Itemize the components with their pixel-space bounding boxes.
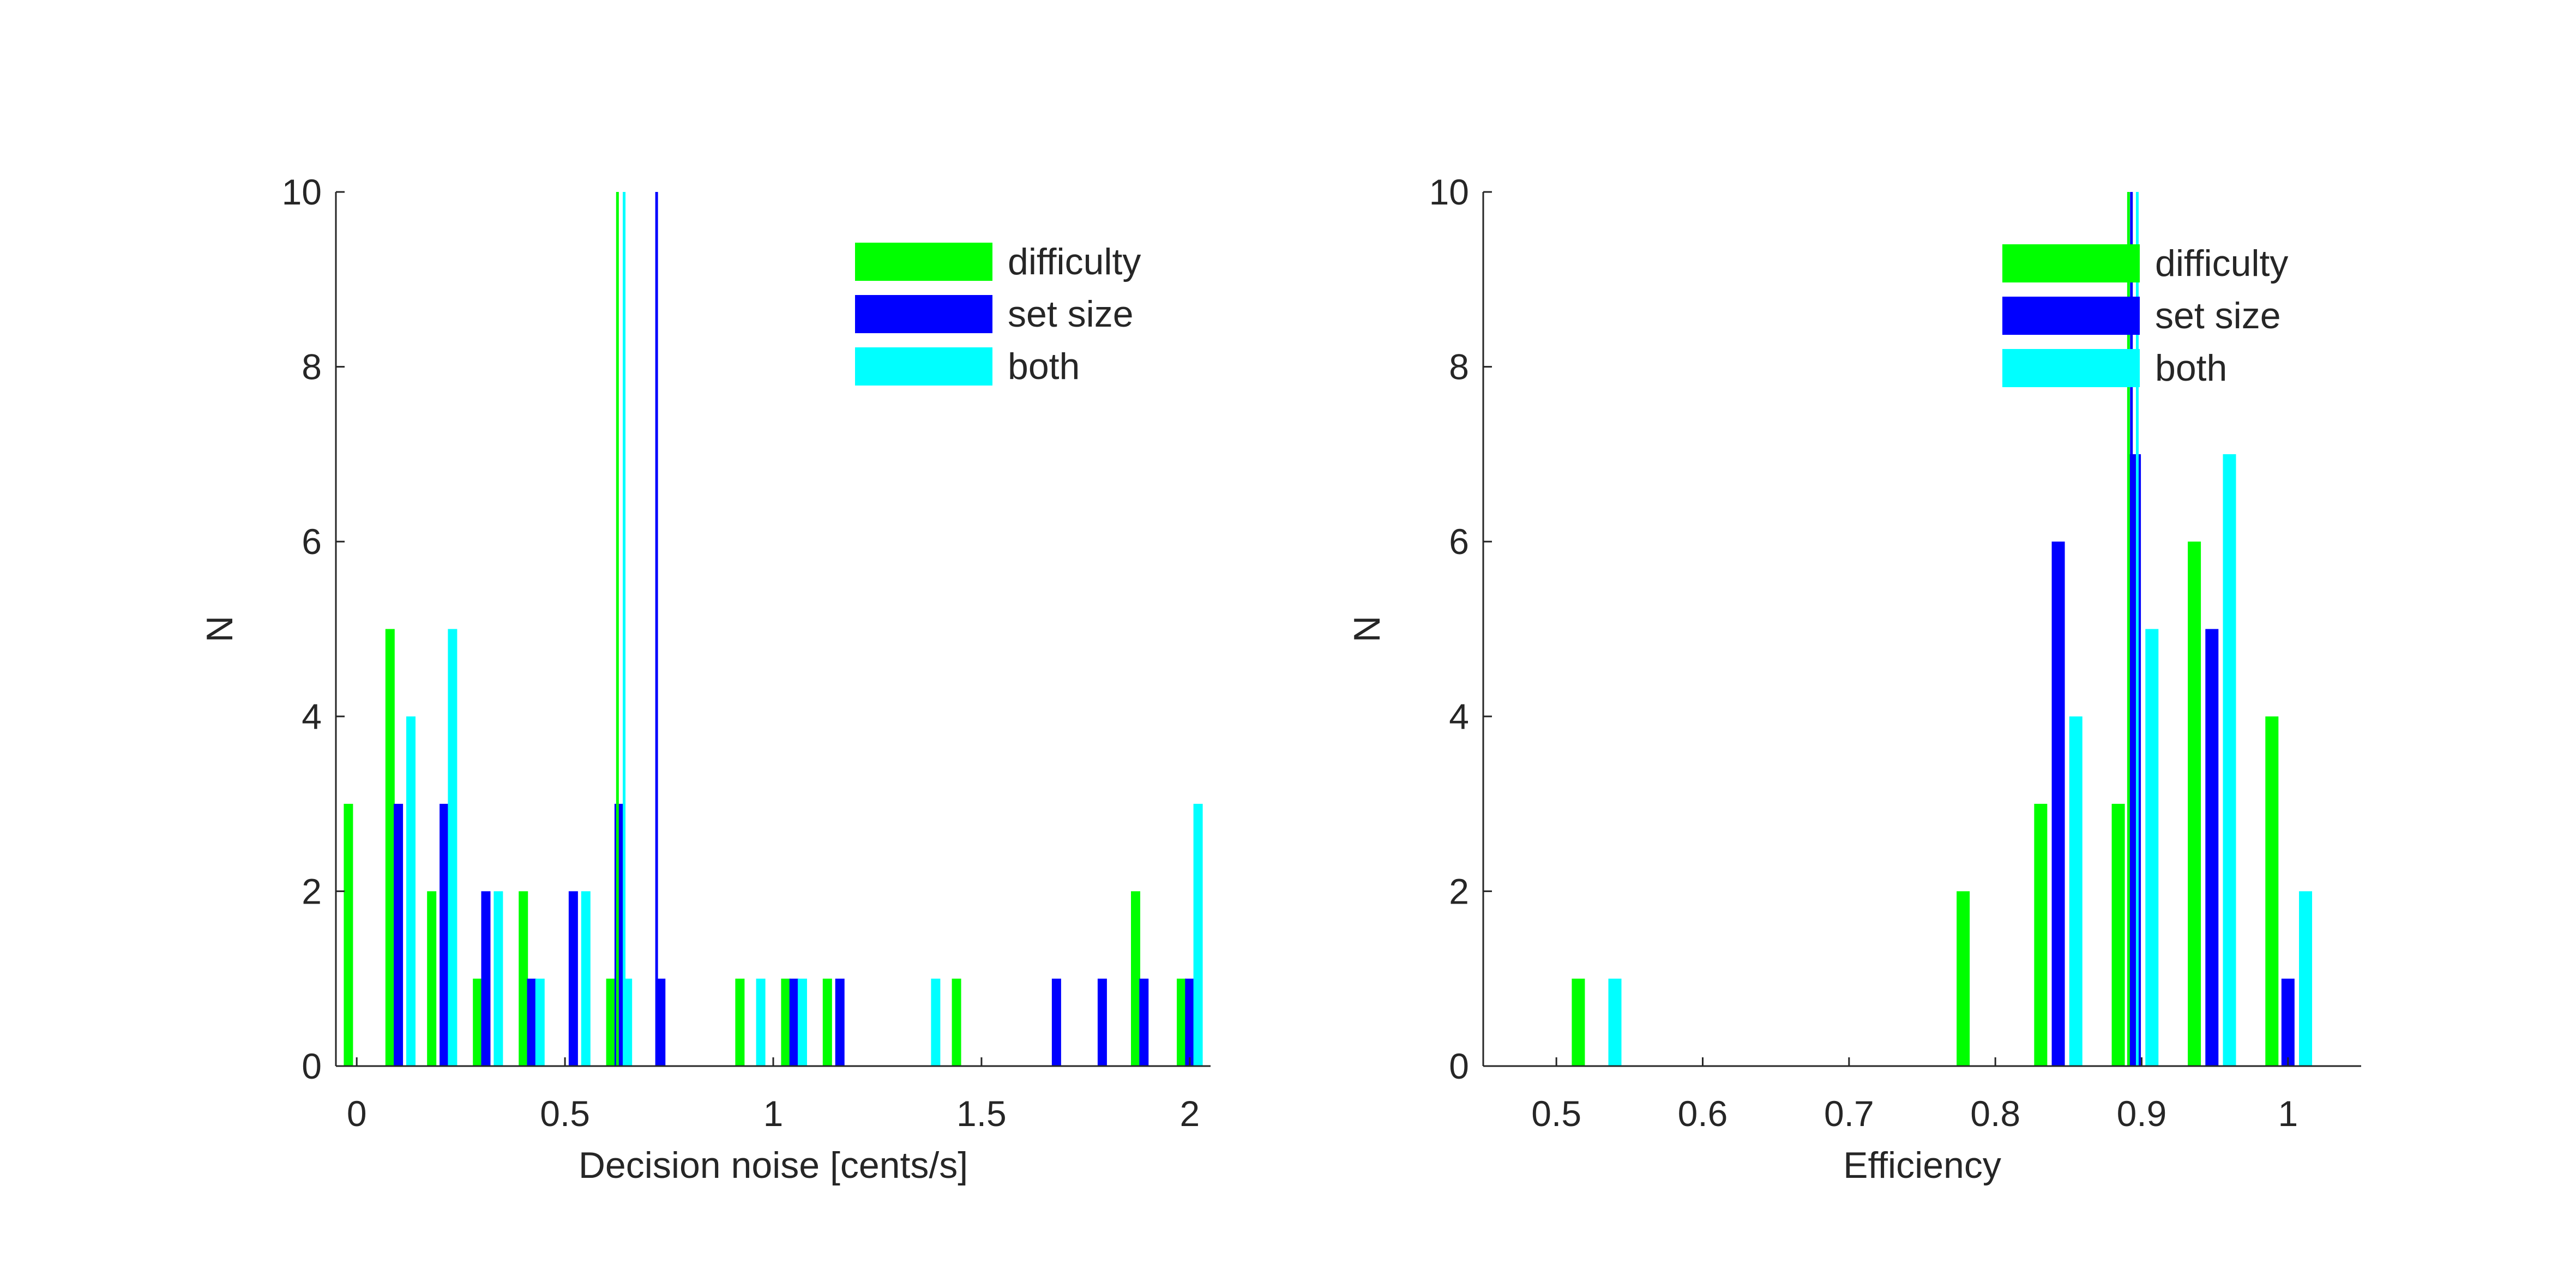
bar-both-4 [2299,891,2313,1066]
bar-difficulty-3 [473,978,483,1066]
y-tick-label: 6 [302,521,322,562]
bar-both-7 [797,978,807,1066]
bar-both-2 [493,891,503,1066]
legend-swatch-difficulty [855,243,992,281]
bar-set-size-1 [440,804,449,1066]
bar-difficulty-11 [1177,978,1187,1066]
y-tick-label: 4 [302,696,322,737]
x-tick-label: 0 [347,1093,367,1134]
bar-set-size-1 [2128,454,2141,1066]
bar-difficulty-0 [344,804,353,1066]
y-tick-label: 6 [1449,521,1469,562]
bar-difficulty-9 [952,978,961,1066]
x-tick-label: 2 [1179,1093,1200,1134]
bar-set-size-0 [394,804,404,1066]
bar-set-size-8 [835,978,845,1066]
bar-set-size-6 [656,978,666,1066]
bar-both-4 [581,891,591,1066]
legend-swatch-both [2002,349,2140,387]
bar-both-0 [1608,978,1622,1066]
bar-difficulty-6 [735,978,745,1066]
chart-efficiency: 0 2 4 6 8 10 0.5 0.6 0.7 0.8 0.9 1 Efficiency Ndiffic… [1346,172,2361,1186]
y-tick-label: 10 [282,172,322,212]
legend-swatch-set-size [2002,297,2140,335]
bar-both-1 [2069,716,2083,1066]
bar-set-size-2 [481,891,491,1066]
bar-difficulty-0 [1572,978,1585,1066]
bar-set-size-3 [2281,978,2295,1066]
bar-difficulty-3 [2111,804,2125,1066]
x-tick-label: 1 [763,1093,784,1134]
bar-both-3 [2223,454,2236,1066]
y-tick-label: 4 [1449,696,1469,737]
chart-decision-noise: 0 2 4 6 8 10 0 0.5 1 1.5 2 Decision noise [cents/s]… [199,172,1211,1186]
bar-difficulty-5 [606,978,616,1066]
bar-difficulty-2 [427,891,437,1066]
legend-label-difficulty: difficulty [1008,241,1141,282]
bar-difficulty-10 [1131,891,1141,1066]
bar-both-0 [406,716,416,1066]
legend-label-difficulty: difficulty [2155,243,2288,284]
bar-set-size-3 [527,978,537,1066]
legend: difficulty set size both [2002,243,2288,389]
x-tick-label: 0.6 [1678,1093,1728,1134]
y-tick-label: 10 [1429,172,1469,212]
legend-label-both: both [1008,346,1080,387]
x-tick-label: 0.7 [1824,1093,1874,1134]
bar-difficulty-1 [385,629,395,1066]
bar-difficulty-4 [2188,541,2201,1066]
bar-set-size-5 [614,804,624,1066]
y-tick-label: 8 [1449,347,1469,387]
bar-set-size-11 [1139,978,1149,1066]
bar-both-8 [931,978,941,1066]
legend-swatch-both [855,347,992,386]
bar-both-6 [756,978,766,1066]
x-tick-label: 0.5 [1531,1093,1581,1134]
bar-set-size-12 [1185,978,1195,1066]
legend-label-both: both [2155,347,2227,389]
y-axis-label: N [1346,616,1388,642]
bar-both-1 [448,629,458,1066]
bar-both-2 [2145,629,2159,1066]
bar-set-size-9 [1051,978,1061,1066]
y-axis-label: N [199,616,240,642]
x-axis-label: Decision noise [cents/s] [579,1145,968,1186]
bar-set-size-10 [1097,978,1107,1066]
x-tick-label: 1 [2278,1093,2298,1134]
bar-difficulty-8 [822,978,832,1066]
bar-difficulty-4 [519,891,528,1066]
legend-label-set-size: set size [1008,293,1134,335]
x-axis-label: Efficiency [1843,1145,2001,1186]
bar-set-size-4 [568,891,578,1066]
bar-difficulty-7 [781,978,791,1066]
bar-both-3 [535,978,545,1066]
y-tick-label: 2 [1449,871,1469,911]
x-tick-label: 0.5 [540,1093,590,1134]
bar-difficulty-1 [1957,891,1970,1066]
legend: difficulty set size both [855,241,1141,387]
y-tick-label: 2 [302,871,322,911]
y-tick-label: 0 [1449,1046,1469,1086]
x-tick-label: 1.5 [956,1093,1007,1134]
legend-label-set-size: set size [2155,295,2281,336]
bar-difficulty-2 [2034,804,2048,1066]
y-tick-label: 8 [302,347,322,387]
x-tick-label: 0.8 [1970,1093,2020,1134]
legend-swatch-set-size [855,295,992,333]
bar-set-size-2 [2205,629,2219,1066]
bar-set-size-0 [2051,541,2065,1066]
legend-swatch-difficulty [2002,244,2140,282]
y-tick-label: 0 [302,1046,322,1086]
bar-difficulty-5 [2265,716,2279,1066]
x-tick-label: 0.9 [2117,1093,2167,1134]
bar-both-9 [1193,804,1203,1066]
bar-set-size-7 [789,978,799,1066]
